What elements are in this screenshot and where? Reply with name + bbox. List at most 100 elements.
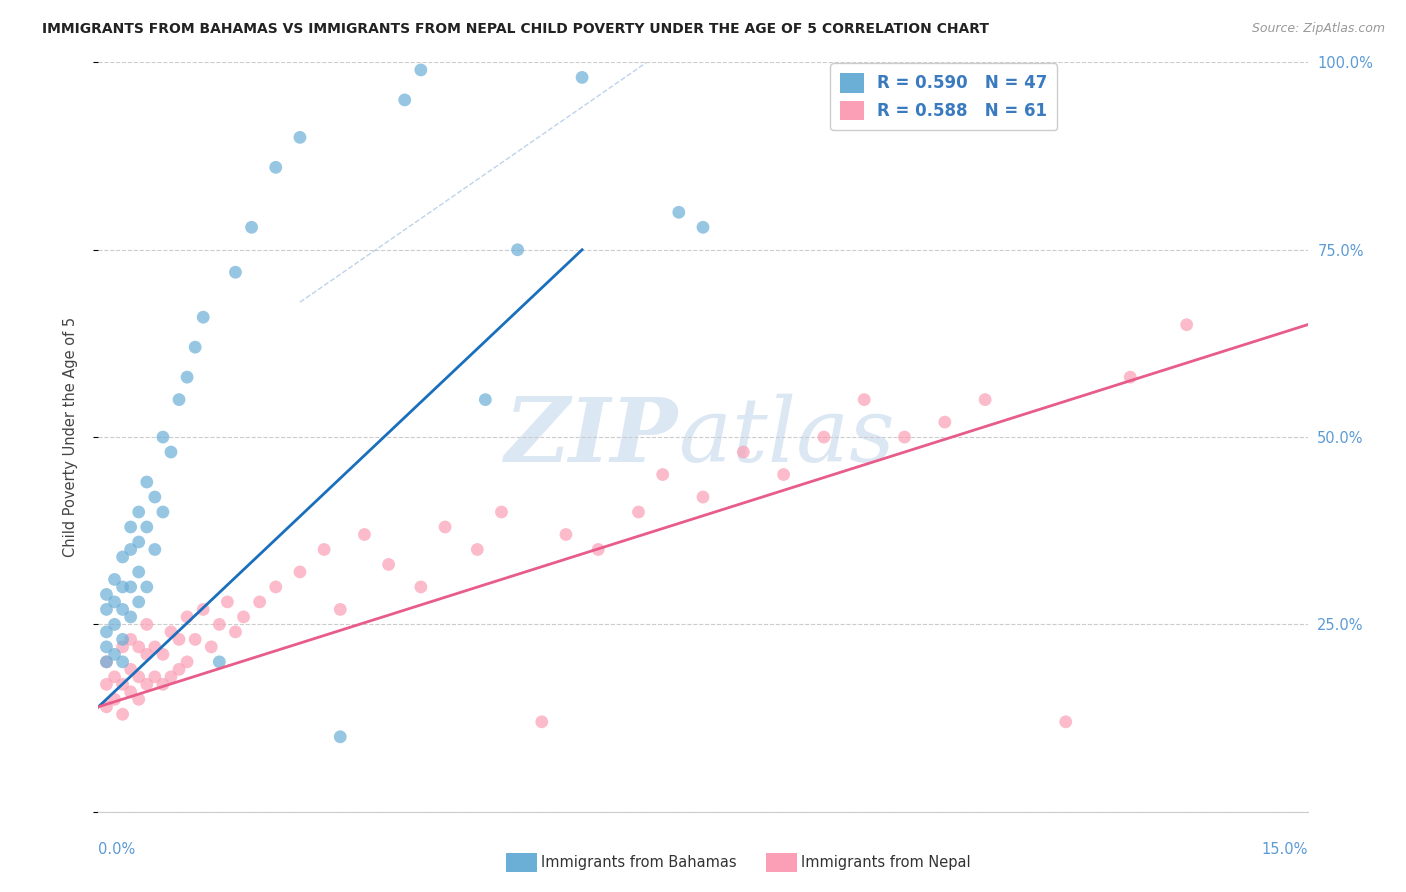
Point <box>288 130 311 145</box>
Point <box>96 677 118 691</box>
Point <box>329 602 352 616</box>
Point <box>111 677 134 691</box>
Point <box>176 655 198 669</box>
Point <box>224 265 246 279</box>
Point <box>135 648 157 662</box>
Point <box>111 602 134 616</box>
Point <box>240 220 263 235</box>
Point <box>96 699 118 714</box>
Text: Source: ZipAtlas.com: Source: ZipAtlas.com <box>1251 22 1385 36</box>
Point <box>111 640 134 654</box>
Point <box>111 580 134 594</box>
Point <box>184 632 207 647</box>
Point <box>160 624 183 639</box>
Point <box>120 542 142 557</box>
Point <box>853 392 876 407</box>
Point <box>128 692 150 706</box>
Point <box>167 632 190 647</box>
Point <box>96 587 118 601</box>
Point <box>217 595 239 609</box>
Point <box>288 565 311 579</box>
Point <box>120 685 142 699</box>
Point <box>103 617 125 632</box>
Point <box>530 714 553 729</box>
Point <box>152 648 174 662</box>
Point <box>111 632 134 647</box>
Point <box>232 610 254 624</box>
Point <box>120 610 142 624</box>
Point <box>176 610 198 624</box>
Point <box>103 648 125 662</box>
Point <box>651 467 673 482</box>
Point <box>143 640 166 654</box>
Point <box>152 505 174 519</box>
Point <box>128 595 150 609</box>
Point <box>128 505 150 519</box>
Point <box>571 70 593 85</box>
Point <box>143 670 166 684</box>
Point <box>135 580 157 594</box>
Point <box>135 475 157 489</box>
Y-axis label: Child Poverty Under the Age of 5: Child Poverty Under the Age of 5 <box>63 317 77 558</box>
Point <box>353 527 375 541</box>
Text: atlas: atlas <box>679 393 894 481</box>
Text: IMMIGRANTS FROM BAHAMAS VS IMMIGRANTS FROM NEPAL CHILD POVERTY UNDER THE AGE OF : IMMIGRANTS FROM BAHAMAS VS IMMIGRANTS FR… <box>42 22 990 37</box>
Point <box>224 624 246 639</box>
Point <box>96 624 118 639</box>
Point <box>474 392 496 407</box>
Point <box>96 640 118 654</box>
Point <box>135 520 157 534</box>
Text: ZIP: ZIP <box>505 394 679 480</box>
Point <box>813 430 835 444</box>
Point <box>135 617 157 632</box>
Point <box>103 670 125 684</box>
Point <box>586 542 609 557</box>
Point <box>692 220 714 235</box>
Point <box>167 662 190 676</box>
Point <box>434 520 457 534</box>
Point <box>184 340 207 354</box>
Point <box>264 161 287 175</box>
Text: Immigrants from Bahamas: Immigrants from Bahamas <box>541 855 737 870</box>
Point <box>627 505 650 519</box>
Point <box>152 677 174 691</box>
Point <box>160 670 183 684</box>
Point <box>314 542 336 557</box>
Point <box>128 565 150 579</box>
Point <box>893 430 915 444</box>
Text: Immigrants from Nepal: Immigrants from Nepal <box>801 855 972 870</box>
Point <box>111 707 134 722</box>
Point <box>96 602 118 616</box>
Point <box>96 655 118 669</box>
Point <box>394 93 416 107</box>
Point <box>200 640 222 654</box>
Point <box>772 467 794 482</box>
Point <box>1175 318 1198 332</box>
Point <box>934 415 956 429</box>
Point <box>143 490 166 504</box>
Point <box>506 243 529 257</box>
Point <box>409 62 432 77</box>
Legend: R = 0.590   N = 47, R = 0.588   N = 61: R = 0.590 N = 47, R = 0.588 N = 61 <box>831 63 1057 130</box>
Point <box>96 655 118 669</box>
Text: 0.0%: 0.0% <box>98 842 135 856</box>
Point <box>974 392 997 407</box>
Point <box>491 505 513 519</box>
Point <box>668 205 690 219</box>
Point <box>465 542 488 557</box>
Point <box>377 558 399 572</box>
Point <box>103 692 125 706</box>
Point <box>193 310 215 325</box>
Point <box>409 580 432 594</box>
Point <box>692 490 714 504</box>
Text: 15.0%: 15.0% <box>1261 842 1308 856</box>
Point <box>733 445 755 459</box>
Point <box>111 549 134 564</box>
Point <box>135 677 157 691</box>
Point <box>555 527 578 541</box>
Point <box>120 520 142 534</box>
Point <box>152 430 174 444</box>
Point <box>264 580 287 594</box>
Point <box>193 602 215 616</box>
Point <box>208 617 231 632</box>
